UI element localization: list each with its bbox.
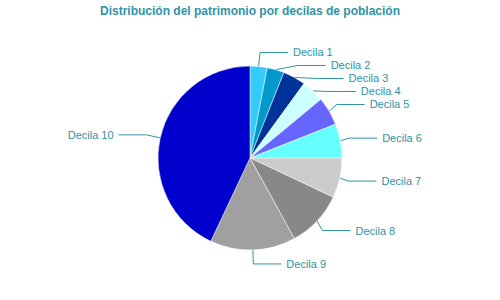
svg-text:Decila 6: Decila 6 [382,132,422,144]
svg-text:Decila 3: Decila 3 [349,72,389,84]
svg-text:Decila 7: Decila 7 [381,175,421,187]
svg-text:Decila 1: Decila 1 [293,46,333,58]
svg-text:Distribución del patrimonio po: Distribución del patrimonio por decilas … [100,4,400,18]
svg-text:Decila 2: Decila 2 [331,59,371,71]
svg-text:Decila 8: Decila 8 [355,225,395,237]
svg-text:Decila 4: Decila 4 [361,85,401,97]
svg-text:Decila 5: Decila 5 [370,98,410,110]
svg-text:Decila 10: Decila 10 [68,129,114,141]
svg-text:Decila 9: Decila 9 [286,258,326,270]
